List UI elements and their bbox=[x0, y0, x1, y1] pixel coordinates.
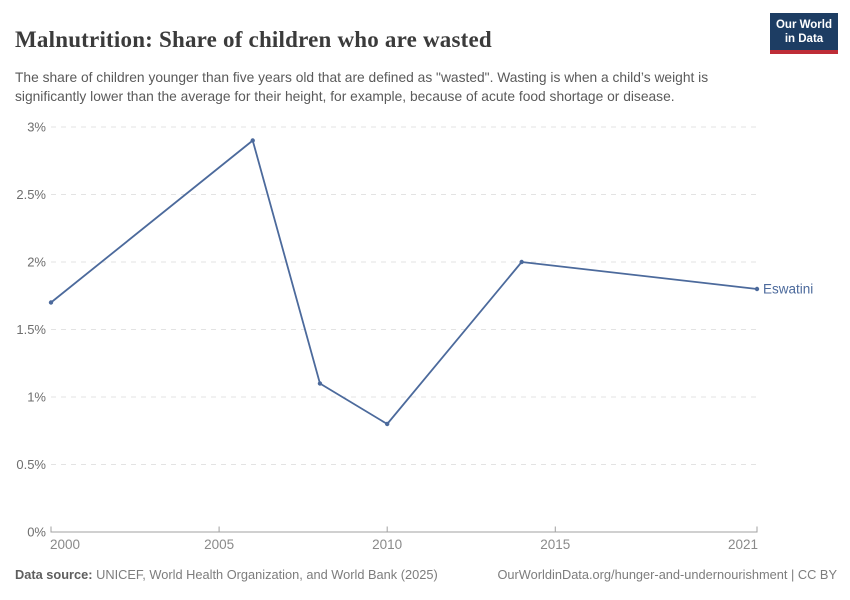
y-tick-label: 2% bbox=[27, 255, 46, 270]
chart-subtitle: The share of children younger than five … bbox=[15, 69, 709, 104]
data-point bbox=[754, 286, 760, 292]
data-point bbox=[250, 138, 255, 143]
y-tick-label: 2.5% bbox=[16, 187, 46, 202]
owid-logo-text: Our World in Data bbox=[770, 13, 838, 51]
series-line-eswatini bbox=[50, 139, 758, 425]
chart-footer: Data source: UNICEF, World Health Organi… bbox=[15, 567, 837, 582]
data-point bbox=[317, 381, 323, 386]
x-tick-label: 2021 bbox=[728, 537, 758, 552]
x-tick-label: 2010 bbox=[372, 537, 402, 552]
data-source-note: Data source: UNICEF, World Health Organi… bbox=[15, 567, 438, 582]
data-point bbox=[519, 259, 524, 265]
y-tick-label: 0% bbox=[27, 525, 46, 540]
data-source-text: UNICEF, World Health Organization, and W… bbox=[96, 567, 438, 582]
data-point bbox=[48, 300, 54, 305]
owid-logo-line1: Our World bbox=[775, 19, 832, 31]
y-tick-label: 0.5% bbox=[16, 457, 46, 472]
page-title: Malnutrition: Share of children who are … bbox=[15, 27, 492, 53]
series-label: Eswatini bbox=[763, 282, 813, 297]
x-tick-label: 2000 bbox=[50, 537, 80, 552]
owid-logo-line2: in Data bbox=[784, 33, 824, 46]
license-note: OurWorldinData.org/hunger-and-undernouri… bbox=[497, 567, 837, 582]
x-tick-label: 2015 bbox=[540, 537, 570, 552]
data-point bbox=[384, 421, 390, 427]
x-tick-label: 2005 bbox=[204, 537, 234, 552]
data-source-label: Data source: bbox=[15, 567, 93, 582]
y-tick-label: 1% bbox=[27, 390, 46, 405]
owid-logo: Our World in Data bbox=[770, 13, 838, 55]
owid-logo-red-bar bbox=[770, 50, 838, 55]
y-tick-label: 1.5% bbox=[16, 322, 46, 337]
y-tick-label: 3% bbox=[27, 120, 46, 135]
